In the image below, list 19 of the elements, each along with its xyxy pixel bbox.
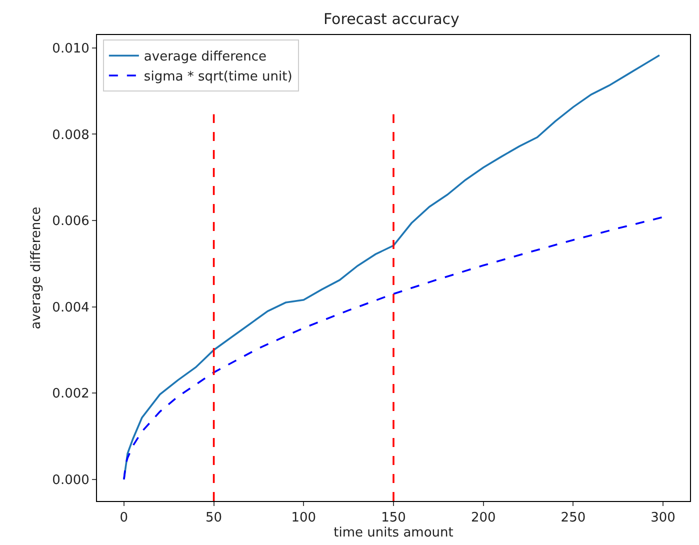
x-tick-label: 100 [291,510,316,526]
legend-label: sigma * sqrt(time unit) [144,70,292,85]
y-tick-label: 0.000 [52,472,90,488]
x-tick-label: 0 [120,510,128,526]
legend-label: average difference [144,50,267,65]
y-tick-label: 0.002 [52,386,90,402]
y-tick-label: 0.006 [52,214,90,230]
x-tick-label: 250 [560,510,586,526]
line-series [123,216,664,480]
x-tick-label: 150 [381,510,406,526]
x-tick-label: 200 [470,510,496,526]
x-tick-label: 50 [206,510,222,526]
x-axis-title: time units amount [334,526,454,541]
chart-title: Forecast accuracy [323,10,460,28]
x-tick-label: 300 [650,510,676,526]
y-tick-label: 0.004 [52,300,90,316]
y-axis-title: average difference [29,206,44,330]
y-tick-label: 0.008 [52,128,90,143]
y-tick-label: 0.010 [52,41,90,56]
